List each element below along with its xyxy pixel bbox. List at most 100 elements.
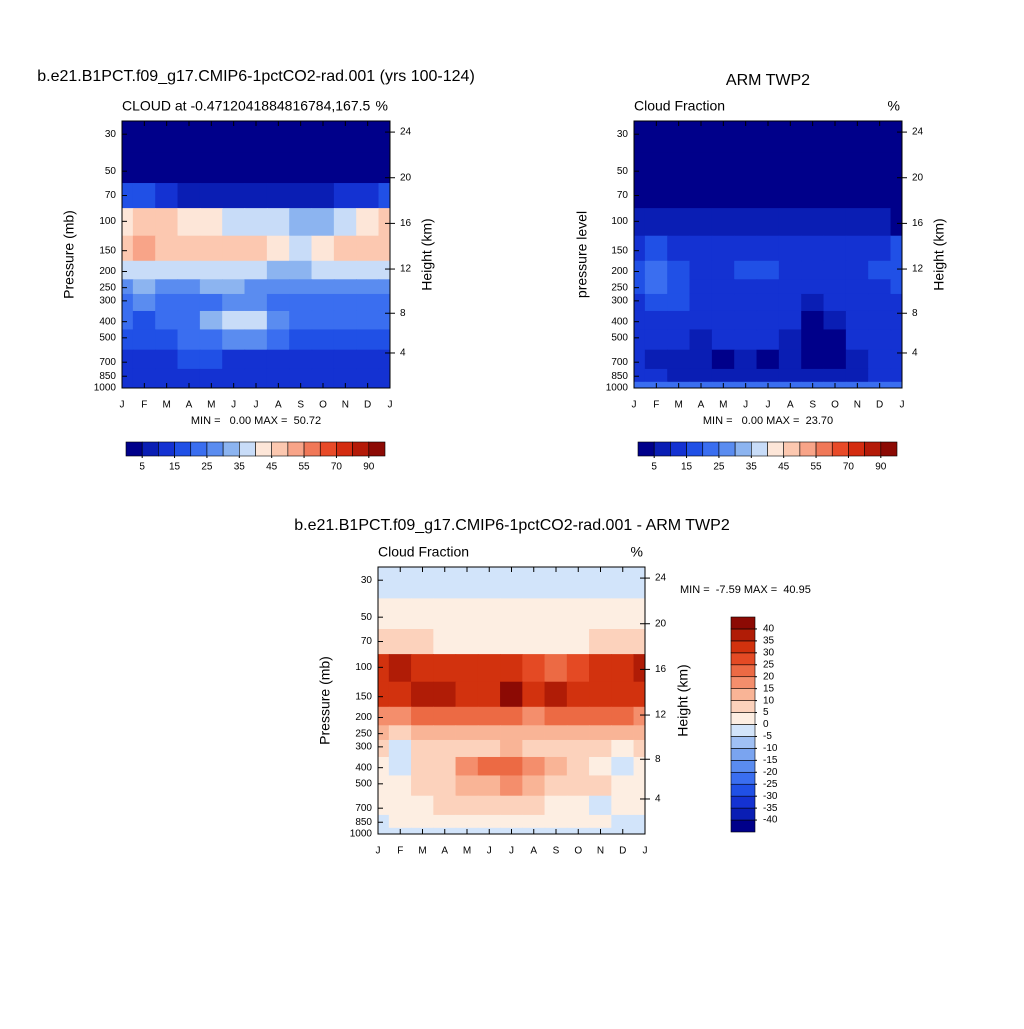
x-tick-label: D bbox=[876, 400, 883, 411]
contour-cell bbox=[311, 235, 335, 262]
contour-cell bbox=[199, 183, 223, 209]
x-tick-label: M bbox=[719, 400, 727, 411]
contour-cell bbox=[500, 654, 523, 683]
colorbar-box bbox=[368, 441, 386, 457]
colorbar-label: 45 bbox=[778, 462, 790, 473]
x-tick-label: J bbox=[632, 400, 637, 411]
contour-cell bbox=[890, 310, 903, 331]
contour-cell bbox=[132, 293, 156, 312]
contour-cell bbox=[544, 598, 568, 630]
contour-cell bbox=[266, 310, 290, 331]
x-tick-label: J bbox=[743, 400, 748, 411]
contour-cell bbox=[868, 368, 892, 383]
colorbar-box bbox=[686, 441, 704, 457]
contour-cell bbox=[500, 814, 523, 829]
y-tick-label: 100 bbox=[355, 662, 372, 673]
contour-cell bbox=[356, 260, 380, 280]
y-tick-label: 50 bbox=[105, 166, 117, 177]
colorbar-box bbox=[271, 441, 289, 457]
contour-cell bbox=[477, 598, 501, 630]
contour-cell bbox=[500, 725, 523, 741]
y2-axis-label: Height (km) bbox=[675, 664, 691, 736]
contour-cell bbox=[689, 208, 713, 237]
y2-tick-label: 20 bbox=[655, 618, 667, 629]
contour-cell bbox=[566, 814, 590, 829]
contour-cell bbox=[433, 814, 457, 829]
colorbar-label: 25 bbox=[201, 462, 213, 473]
y2-tick-label: 12 bbox=[655, 710, 667, 721]
contour-cell bbox=[377, 598, 390, 630]
contour-cell bbox=[566, 739, 590, 758]
contour-cell bbox=[611, 681, 635, 708]
contour-cell bbox=[845, 152, 869, 184]
contour-cell bbox=[378, 293, 391, 312]
contour-cell bbox=[244, 183, 268, 209]
colorbar-box bbox=[730, 819, 756, 833]
contour-cell bbox=[356, 310, 380, 331]
contour-cell bbox=[433, 725, 457, 741]
contour-cell bbox=[289, 368, 313, 383]
contour-cell bbox=[633, 598, 646, 630]
contour-cell bbox=[289, 310, 313, 331]
y-tick-label: 400 bbox=[355, 762, 372, 773]
contour-cell bbox=[244, 310, 268, 331]
contour-cell bbox=[711, 260, 735, 280]
colorbar-box bbox=[206, 441, 224, 457]
y-tick-label: 400 bbox=[611, 316, 628, 327]
x-tick-label: F bbox=[397, 846, 403, 857]
contour-cell bbox=[244, 235, 268, 262]
contour-cell bbox=[801, 235, 825, 262]
colorbar-label: 5 bbox=[139, 462, 145, 473]
contour-cell bbox=[633, 775, 646, 797]
contour-cell bbox=[667, 208, 691, 237]
contour-cell bbox=[266, 260, 290, 280]
y2-tick-label: 16 bbox=[655, 664, 667, 675]
contour-cell bbox=[689, 310, 713, 331]
contour-cell bbox=[823, 329, 847, 351]
contour-cell bbox=[868, 152, 892, 184]
stats: MIN = 0.00 MAX = 50.72 bbox=[191, 415, 321, 427]
subtitle-left: CLOUD at -0.4712041884816784,167.5 bbox=[122, 98, 371, 114]
colorbar-label: 35 bbox=[763, 636, 775, 647]
contour-cell bbox=[500, 795, 523, 816]
contour-cell bbox=[455, 654, 479, 683]
contour-cell bbox=[689, 279, 713, 295]
contour-cell bbox=[356, 152, 380, 184]
contour-cell bbox=[890, 381, 903, 389]
contour-cell bbox=[177, 349, 201, 370]
contour-cell bbox=[868, 310, 892, 331]
contour-cell bbox=[377, 775, 390, 797]
contour-cell bbox=[890, 235, 903, 262]
y-axis-label: pressure level bbox=[574, 211, 590, 298]
x-tick-label: S bbox=[297, 400, 304, 411]
contour-cell bbox=[455, 775, 479, 797]
contour-cell bbox=[500, 598, 523, 630]
colorbar-box bbox=[352, 441, 370, 457]
contour-cell bbox=[611, 706, 635, 726]
contour-cell bbox=[244, 279, 268, 295]
y-tick-label: 300 bbox=[611, 295, 628, 306]
contour-cell bbox=[177, 279, 201, 295]
x-tick-label: A bbox=[275, 400, 282, 411]
y-tick-label: 150 bbox=[355, 691, 372, 702]
contour-cell bbox=[644, 183, 668, 209]
colorbar-box bbox=[831, 441, 849, 457]
contour-cell bbox=[734, 349, 758, 370]
contour-cell bbox=[199, 279, 223, 295]
colorbar-label: 25 bbox=[713, 462, 725, 473]
y-tick-label: 500 bbox=[355, 778, 372, 789]
contour-cell bbox=[266, 293, 290, 312]
contour-cell bbox=[734, 329, 758, 351]
contour-cell bbox=[378, 368, 391, 383]
contour-cell bbox=[388, 725, 412, 741]
colorbar-box bbox=[222, 441, 240, 457]
x-tick-label: S bbox=[809, 400, 816, 411]
contour-cell bbox=[522, 756, 546, 777]
contour-cell bbox=[711, 208, 735, 237]
contour-cell bbox=[644, 279, 668, 295]
contour-cell bbox=[155, 235, 179, 262]
colorbar-box bbox=[730, 724, 756, 737]
contour-cell bbox=[633, 310, 646, 331]
contour-cell bbox=[177, 208, 201, 237]
contour-cell bbox=[333, 293, 357, 312]
